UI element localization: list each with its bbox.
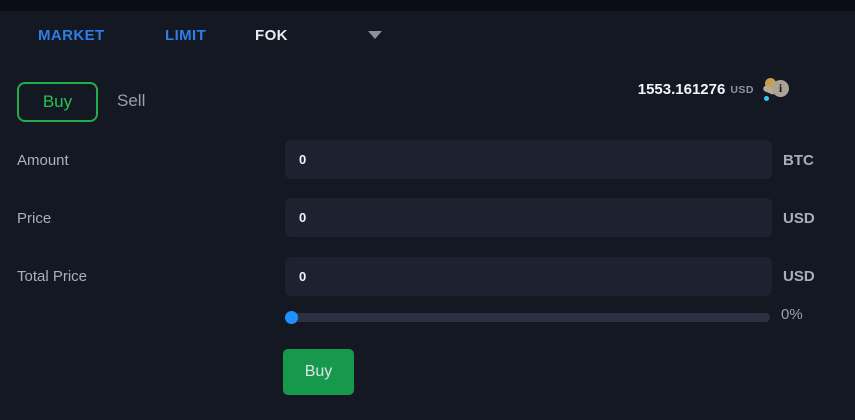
total-price-unit-label: USD (783, 268, 815, 285)
total-price-input[interactable] (285, 257, 772, 296)
percent-slider-thumb[interactable] (285, 311, 298, 324)
percent-slider-value: 0% (781, 306, 803, 323)
amount-label: Amount (17, 152, 69, 169)
tab-fok[interactable]: FOK (255, 27, 288, 44)
funds-info-icon[interactable]: i (762, 77, 789, 101)
balance-currency: USD (730, 84, 754, 96)
total-price-label: Total Price (17, 268, 88, 285)
buy-tab-button[interactable]: Buy (17, 82, 98, 122)
tab-market[interactable]: MARKET (38, 27, 105, 44)
price-label: Price (17, 210, 52, 227)
sell-tab-button[interactable]: Sell (117, 91, 146, 110)
submit-buy-label: Buy (304, 363, 333, 380)
buy-tab-label: Buy (42, 92, 73, 111)
percent-slider-track[interactable] (285, 313, 770, 322)
coin-icon (765, 78, 776, 89)
tab-limit[interactable]: LIMIT (165, 27, 207, 44)
price-unit-label: USD (783, 210, 815, 227)
submit-buy-button[interactable]: Buy (283, 349, 354, 395)
amount-input[interactable] (285, 140, 772, 179)
amount-unit-label: BTC (783, 152, 814, 169)
chevron-down-icon[interactable] (368, 31, 382, 39)
cursor-dot-icon (764, 96, 769, 101)
balance: 1553.161276 USD i (638, 76, 789, 102)
balance-amount: 1553.161276 (637, 80, 726, 98)
info-icon: i (772, 80, 789, 97)
price-input[interactable] (285, 198, 772, 237)
top-strip (0, 0, 855, 11)
